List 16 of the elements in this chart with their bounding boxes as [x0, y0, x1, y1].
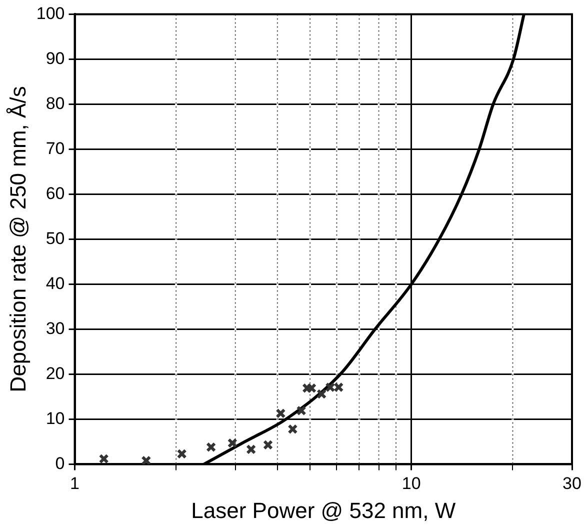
y-tick-label: 60 — [46, 184, 65, 203]
x-tick-label: 10 — [402, 474, 421, 494]
y-tick-label: 40 — [46, 274, 65, 293]
y-tick-label: 10 — [46, 408, 65, 428]
y-tick-label: 50 — [46, 228, 65, 248]
x-axis-title: Laser Power @ 532 nm, W — [191, 498, 456, 523]
y-tick-label: 80 — [46, 94, 65, 113]
x-tick-label: 1 — [70, 474, 80, 494]
y-tick-label: 70 — [46, 138, 65, 158]
y-tick-label: 30 — [46, 318, 65, 338]
y-tick-label: 20 — [46, 364, 65, 383]
y-tick-label: 100 — [36, 4, 65, 23]
y-tick-label: 0 — [55, 454, 65, 473]
x-tick-label: 30 — [562, 474, 582, 494]
y-axis-title: Deposition rate @ 250 mm, Å/s — [5, 86, 30, 392]
y-tick-label: 90 — [46, 48, 65, 68]
